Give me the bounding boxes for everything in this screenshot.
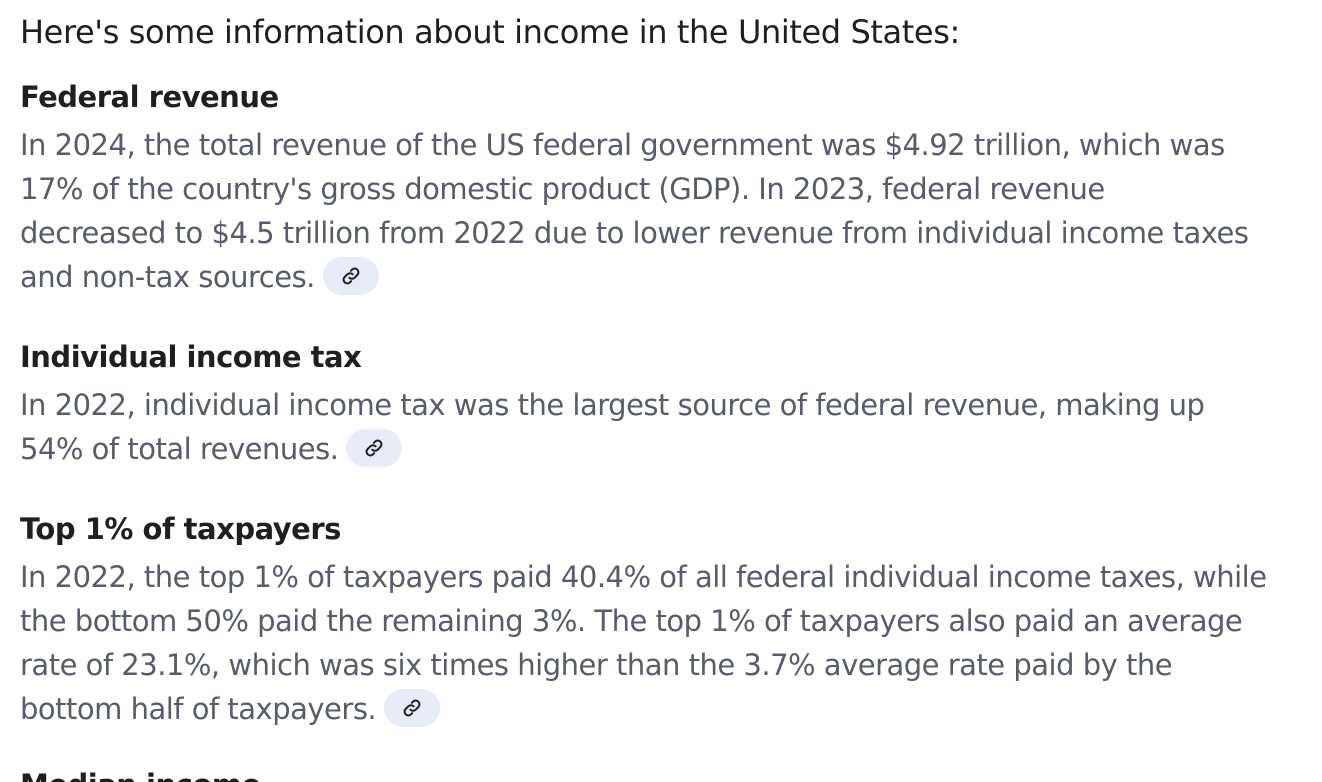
- body-line: the bottom 50% paid the remaining 3%. Th…: [20, 604, 1243, 638]
- link-icon: [342, 267, 360, 285]
- section-body: In 2022, individual income tax was the l…: [20, 383, 1310, 471]
- link-icon: [403, 699, 421, 717]
- body-line: In 2022, individual income tax was the l…: [20, 388, 1205, 422]
- section-heading: Individual income tax: [20, 340, 362, 374]
- body-line-last: and non-tax sources.: [20, 255, 1310, 299]
- link-icon: [366, 439, 383, 457]
- source-link-button[interactable]: [346, 429, 403, 467]
- body-line: rate of 23.1%, which was six times highe…: [20, 648, 1173, 682]
- body-line-text: 54% of total revenues.: [20, 432, 339, 466]
- intro-text: Here's some information about income in …: [20, 13, 960, 51]
- source-link-button[interactable]: [384, 689, 441, 727]
- body-line: 17% of the country's gross domestic prod…: [20, 172, 1105, 206]
- section-heading: Federal revenue: [20, 80, 279, 114]
- body-line-last: 54% of total revenues.: [20, 427, 1310, 471]
- body-line-text: bottom half of taxpayers.: [20, 692, 377, 726]
- section-median-income: Median income: [20, 766, 261, 782]
- body-line: decreased to $4.5 trillion from 2022 due…: [20, 216, 1249, 250]
- body-line: In 2024, the total revenue of the US fed…: [20, 128, 1225, 162]
- section-individual-income-tax: Individual income tax In 2022, individua…: [20, 338, 1310, 471]
- source-link-button[interactable]: [322, 257, 379, 295]
- section-heading: Median income: [20, 766, 261, 782]
- section-federal-revenue: Federal revenue In 2024, the total reven…: [20, 78, 1310, 299]
- body-line-last: bottom half of taxpayers.: [20, 687, 1310, 731]
- section-heading: Top 1% of taxpayers: [20, 512, 341, 546]
- section-top-1-percent: Top 1% of taxpayers In 2022, the top 1% …: [20, 510, 1310, 731]
- section-body: In 2022, the top 1% of taxpayers paid 40…: [20, 555, 1310, 731]
- body-line-text: and non-tax sources.: [20, 260, 315, 294]
- body-line: In 2022, the top 1% of taxpayers paid 40…: [20, 560, 1267, 594]
- section-body: In 2024, the total revenue of the US fed…: [20, 123, 1310, 299]
